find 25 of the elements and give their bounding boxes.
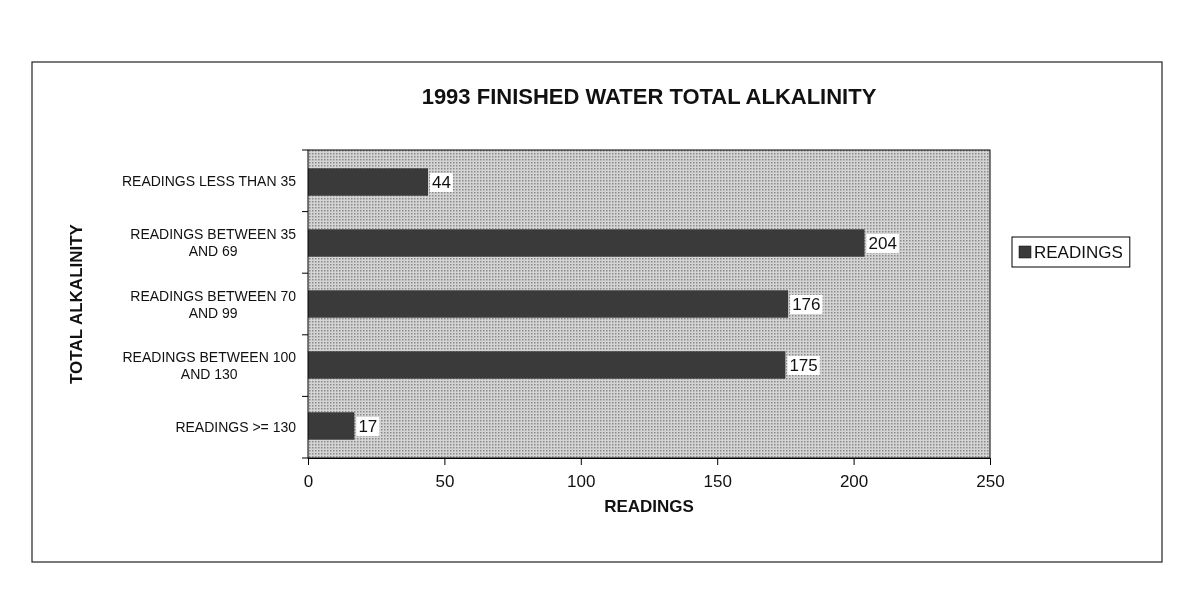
bar (308, 229, 865, 257)
y-tick-label: READINGS LESS THAN 35 (121, 172, 297, 189)
bar (308, 412, 355, 440)
bar (308, 351, 786, 379)
data-label: 204 (868, 233, 897, 253)
data-label: 175 (789, 355, 818, 375)
x-tick-label: 50 (435, 472, 455, 492)
y-axis-title: TOTAL ALKALINITY (67, 223, 86, 384)
x-tick-label: 100 (567, 472, 596, 492)
x-tick-label: 250 (976, 472, 1005, 492)
x-tick-label: 150 (703, 472, 732, 492)
x-tick-label: 200 (839, 472, 869, 492)
x-tick-label: 0 (303, 472, 314, 492)
y-tick-label: READINGS BETWEEN 70 AND 99 (130, 287, 297, 321)
bar (308, 168, 429, 196)
legend-label: READINGS (1034, 243, 1123, 262)
data-label: 17 (358, 416, 378, 436)
data-label: 176 (792, 294, 821, 314)
bar (308, 290, 789, 318)
y-tick-label: READINGS BETWEEN 35 AND 69 (130, 225, 297, 259)
x-axis-title: READINGS (604, 497, 694, 516)
y-tick-label: READINGS >= 130 (175, 419, 297, 436)
data-label: 44 (432, 172, 451, 192)
y-tick-label: READINGS BETWEEN 100 AND 130 (122, 349, 297, 383)
chart-title: 1993 FINISHED WATER TOTAL ALKALINITY (421, 84, 877, 109)
